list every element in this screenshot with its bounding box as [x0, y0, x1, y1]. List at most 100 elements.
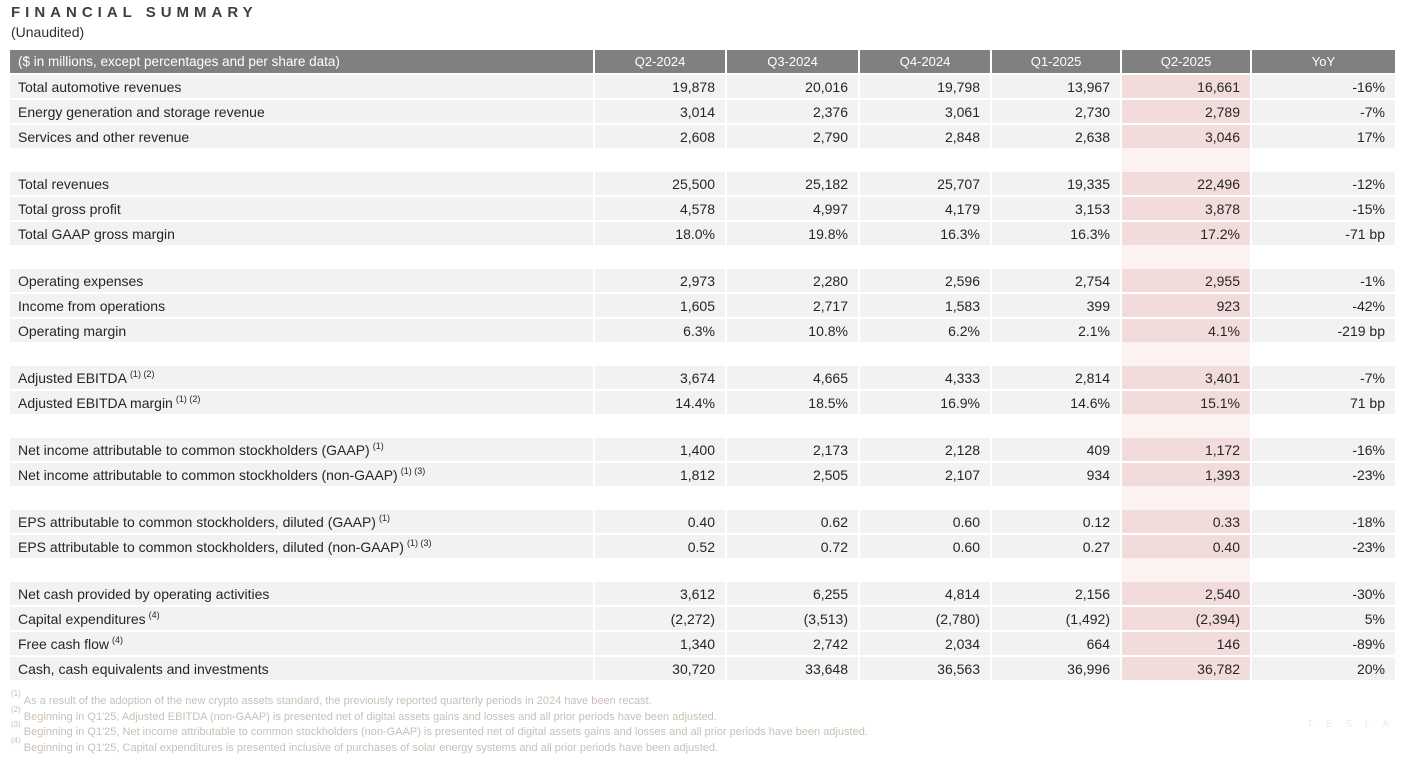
gap-cell [992, 148, 1120, 172]
section-gap [10, 486, 1395, 510]
gap-cell [1122, 414, 1250, 438]
row-label-text: Total gross profit [18, 200, 121, 217]
cell-q2-2025: 15.1% [1122, 391, 1250, 414]
cell-q1-2025: 0.27 [992, 535, 1120, 558]
cell-q1-2025: 16.3% [992, 222, 1120, 245]
gap-cell [727, 558, 858, 582]
row-label-text: Services and other revenue [18, 128, 190, 145]
cell-q2-2025: 3,401 [1122, 366, 1250, 389]
cell-q4-2024: 0.60 [860, 510, 990, 533]
footnote-text: As a result of the adoption of the new c… [23, 695, 652, 707]
cell-q3-2024: 18.5% [727, 391, 858, 414]
cell-yoy: 17% [1252, 125, 1395, 148]
cell-q2-2025: 2,789 [1122, 100, 1250, 123]
cell-q2-2025: 1,393 [1122, 463, 1250, 486]
row-label: Net income attributable to common stockh… [10, 463, 593, 486]
cell-q4-2024: 4,179 [860, 197, 990, 220]
gap-cell [727, 342, 858, 366]
cell-q2-2024: 1,340 [595, 632, 725, 655]
cell-q2-2025: 22,496 [1122, 172, 1250, 195]
cell-yoy: -42% [1252, 294, 1395, 317]
cell-q4-2024: 1,583 [860, 294, 990, 317]
cell-q3-2024: 19.8% [727, 222, 858, 245]
cell-q4-2024: 2,034 [860, 632, 990, 655]
cell-q2-2025: (2,394) [1122, 607, 1250, 630]
row-label: Operating expenses [10, 269, 593, 292]
cell-q4-2024: 2,596 [860, 269, 990, 292]
row-label: Total revenues [10, 172, 593, 195]
cell-q3-2024: 2,173 [727, 438, 858, 461]
gap-cell [1122, 486, 1250, 510]
cell-q1-2025: 13,967 [992, 75, 1120, 98]
gap-cell [860, 245, 990, 269]
cell-q3-2024: (3,513) [727, 607, 858, 630]
gap-cell [595, 342, 725, 366]
row-label-text: Cash, cash equivalents and investments [18, 660, 269, 677]
row-label-text: Total automotive revenues [18, 78, 182, 95]
row-label-text: Capital expenditures [18, 610, 146, 627]
gap-cell [10, 148, 593, 172]
column-header-q3-2024: Q3-2024 [727, 50, 858, 73]
cell-q1-2025: 409 [992, 438, 1120, 461]
row-label: Total GAAP gross margin [10, 222, 593, 245]
footnote-marker: (4) [11, 735, 21, 745]
cell-yoy: -1% [1252, 269, 1395, 292]
column-header-q4-2024: Q4-2024 [860, 50, 990, 73]
row-label-text: Total revenues [18, 175, 110, 192]
row-label: Total automotive revenues [10, 75, 593, 98]
cell-q2-2025: 2,540 [1122, 582, 1250, 605]
cell-yoy: -89% [1252, 632, 1395, 655]
table-row: Income from operations 1,605 2,717 1,583 399… [10, 294, 1395, 317]
table-row: Total GAAP gross margin 18.0% 19.8% 16.3% 16… [10, 222, 1395, 245]
gap-cell [992, 245, 1120, 269]
row-label-text: EPS attributable to common stockholders,… [18, 513, 376, 530]
cell-q3-2024: 4,665 [727, 366, 858, 389]
cell-q2-2025: 146 [1122, 632, 1250, 655]
cell-q1-2025: 14.6% [992, 391, 1120, 414]
cell-q2-2024: 3,674 [595, 366, 725, 389]
table-row: Net cash provided by operating activitie… [10, 582, 1395, 605]
cell-yoy: 5% [1252, 607, 1395, 630]
table-row: EPS attributable to common stockholders,… [10, 535, 1395, 558]
cell-yoy: -23% [1252, 463, 1395, 486]
table-section: EPS attributable to common stockholders,… [10, 510, 1395, 558]
cell-yoy: -23% [1252, 535, 1395, 558]
table-row: EPS attributable to common stockholders,… [10, 510, 1395, 533]
gap-cell [1252, 414, 1395, 438]
row-label-text: Net cash provided by operating activitie… [18, 585, 270, 602]
row-label: Capital expenditures (4) [10, 607, 593, 630]
footnote-text: Beginning in Q1'25, Adjusted EBITDA (non… [23, 710, 717, 723]
cell-q3-2024: 0.72 [727, 535, 858, 558]
cell-q1-2025: 2,156 [992, 582, 1120, 605]
column-header-q1-2025: Q1-2025 [992, 50, 1120, 73]
table-row: Energy generation and storage revenue 3,0… [10, 100, 1395, 123]
table-row: Capital expenditures (4) (2,272) (3,513) (2,… [10, 607, 1395, 630]
row-label: Adjusted EBITDA margin (1) (2) [10, 391, 593, 414]
gap-cell [727, 245, 858, 269]
cell-q1-2025: 19,335 [992, 172, 1120, 195]
row-label-text: EPS attributable to common stockholders,… [18, 538, 404, 555]
page-title: FINANCIAL SUMMARY [11, 4, 258, 21]
footnotes: (1)As a result of the adoption of the ne… [11, 690, 868, 757]
table-row: Total gross profit 4,578 4,997 4,179 3,153 3,… [10, 197, 1395, 220]
footnote-marker: (1) [11, 689, 21, 699]
cell-q2-2024: 19,878 [595, 75, 725, 98]
cell-q4-2024: 3,061 [860, 100, 990, 123]
cell-q1-2025: 934 [992, 463, 1120, 486]
table-row: Adjusted EBITDA (1) (2) 3,674 4,665 4,333 2,8… [10, 366, 1395, 389]
gap-cell [1122, 558, 1250, 582]
row-label: EPS attributable to common stockholders,… [10, 510, 593, 533]
gap-cell [727, 414, 858, 438]
footnote: (4)Beginning in Q1'25, Capital expenditu… [11, 736, 868, 757]
cell-q2-2025: 17.2% [1122, 222, 1250, 245]
cell-q2-2024: 4,578 [595, 197, 725, 220]
table-row: Operating expenses 2,973 2,280 2,596 2,754 2,… [10, 269, 1395, 292]
row-label: Cash, cash equivalents and investments [10, 657, 593, 680]
table-corner-label: ($ in millions, except percentages and p… [10, 50, 593, 73]
cell-q3-2024: 6,255 [727, 582, 858, 605]
table-row: Cash, cash equivalents and investments 30… [10, 657, 1395, 680]
footnote-text: Beginning in Q1'25, Capital expenditures… [23, 741, 719, 754]
cell-q2-2024: (2,272) [595, 607, 725, 630]
footnote-marker: (2) [11, 704, 21, 714]
